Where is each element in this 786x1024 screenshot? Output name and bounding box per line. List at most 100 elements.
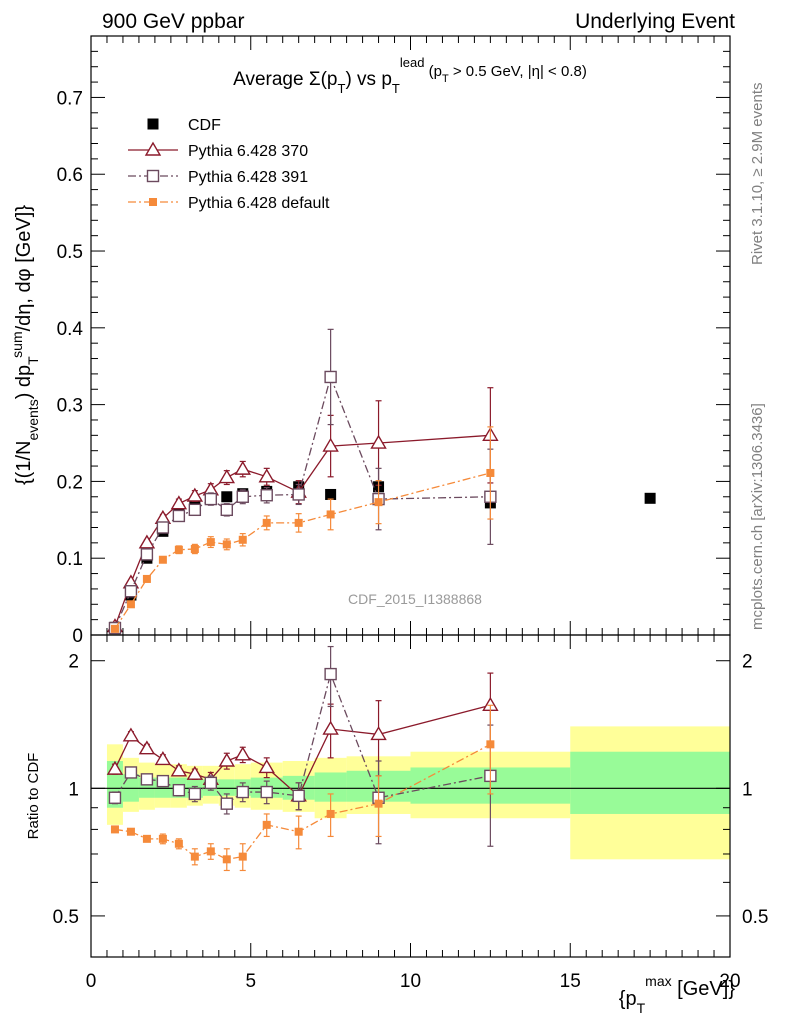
legend-marker	[146, 169, 160, 183]
ratio-series-2	[110, 704, 495, 872]
ratio-point	[154, 751, 172, 766]
data-point	[325, 488, 337, 500]
main-y-tick-label: 0.6	[57, 165, 83, 186]
ratio-point	[486, 740, 495, 749]
ratio-point	[190, 852, 199, 861]
data-point	[206, 538, 215, 547]
data-point	[294, 518, 303, 527]
x-tick-label: 15	[560, 971, 581, 992]
x-tick-label: 20	[719, 971, 740, 992]
data-point	[238, 535, 247, 544]
data-point	[260, 489, 273, 502]
ratio-point	[138, 740, 156, 755]
data-point	[174, 545, 183, 554]
ratio-axes: 0 5 10 15 20 0.5 0.5 1 1 2 2	[53, 635, 768, 992]
legend-marker	[149, 198, 157, 206]
data-point	[222, 540, 231, 549]
ratio-point	[294, 827, 303, 836]
legend-marker	[144, 141, 162, 156]
ratio-point	[218, 752, 236, 767]
main-y-tick-label: 0.5	[57, 242, 83, 263]
ratio-y-tick-label: 2	[68, 652, 79, 673]
data-point	[142, 574, 151, 583]
data-point	[158, 555, 167, 564]
main-y-tick-label: 0.2	[57, 472, 83, 493]
ratio-point	[262, 820, 271, 829]
data-point	[124, 585, 138, 598]
ratio-point	[156, 774, 170, 788]
data-point	[258, 468, 275, 483]
ratio-point	[126, 827, 135, 836]
data-point	[156, 521, 170, 534]
data-point	[172, 509, 186, 523]
main-y-tick-label: 0.4	[57, 319, 84, 340]
ratio-point	[324, 667, 337, 681]
ratio-point	[158, 834, 167, 843]
ratio-point	[172, 783, 186, 797]
ratio-point	[220, 797, 233, 810]
rivet-label: Rivet 3.1.10, ≥ 2.9M events	[749, 83, 766, 266]
ratio-y-tick-label-right: 1	[742, 779, 753, 800]
main-y-tick-label: 0.7	[57, 88, 83, 109]
ratio-point	[292, 789, 305, 803]
stat-uncertainty-band	[570, 751, 730, 814]
ratio-point	[258, 759, 275, 774]
ratio-point	[374, 799, 383, 808]
data-point	[126, 600, 135, 609]
data-point	[218, 469, 236, 484]
data-point	[138, 534, 156, 549]
ratio-point	[106, 760, 124, 775]
ratio-y-tick-label-right: 2	[742, 652, 753, 673]
legend-label: Pythia 6.428 370	[188, 143, 308, 160]
data-point	[644, 492, 656, 504]
ratio-series-group	[106, 645, 499, 872]
data-point	[326, 510, 335, 519]
ratio-point	[186, 765, 204, 780]
x-tick-label: 10	[400, 971, 421, 992]
ratio-point	[238, 852, 247, 861]
ratio-point	[222, 855, 231, 864]
ratio-point	[322, 720, 339, 735]
data-point	[234, 460, 251, 475]
series-line	[114, 472, 491, 630]
data-point	[204, 492, 218, 506]
ratio-point	[188, 787, 202, 801]
ratio-y-tick-label: 0.5	[53, 907, 79, 928]
x-tick-label: 0	[86, 971, 97, 992]
ratio-point	[142, 834, 151, 843]
legend-marker	[147, 118, 159, 130]
ratio-point	[236, 785, 249, 799]
data-point	[262, 518, 271, 527]
data-point	[292, 488, 305, 501]
ratio-y-tick-label: 1	[68, 779, 79, 800]
series-3	[110, 426, 495, 633]
data-point	[324, 370, 337, 384]
legend-label: CDF	[188, 117, 221, 134]
header-right: Underlying Event	[575, 10, 735, 33]
ratio-point	[124, 766, 138, 779]
ratio-point	[170, 762, 188, 777]
main-series-group	[106, 328, 656, 635]
data-point	[370, 434, 387, 449]
series-line	[114, 434, 491, 627]
header-left: 900 GeV ppbar	[102, 10, 244, 33]
ratio-panel: 0 5 10 15 20 0.5 0.5 1 1 2 2 Ratio to CDF {pTmax […	[25, 634, 768, 1016]
data-point	[186, 487, 204, 502]
mcplots-label: mcplots.cern.ch [arXiv:1306.3436]	[749, 403, 766, 630]
ratio-point	[206, 847, 215, 856]
legend-label: Pythia 6.428 391	[188, 169, 308, 186]
data-point	[170, 495, 188, 510]
main-frame	[90, 35, 731, 636]
ratio-y-label: Ratio to CDF	[25, 753, 42, 840]
ratio-point	[326, 809, 335, 818]
data-point	[188, 503, 202, 517]
ratio-point	[234, 746, 251, 761]
ratio-y-tick-label-right: 0.5	[742, 907, 768, 928]
x-tick-label: 5	[245, 971, 256, 992]
data-point	[110, 624, 119, 633]
series-2	[108, 328, 497, 635]
data-point	[374, 498, 383, 507]
ratio-point	[140, 773, 154, 786]
data-point	[140, 548, 154, 561]
